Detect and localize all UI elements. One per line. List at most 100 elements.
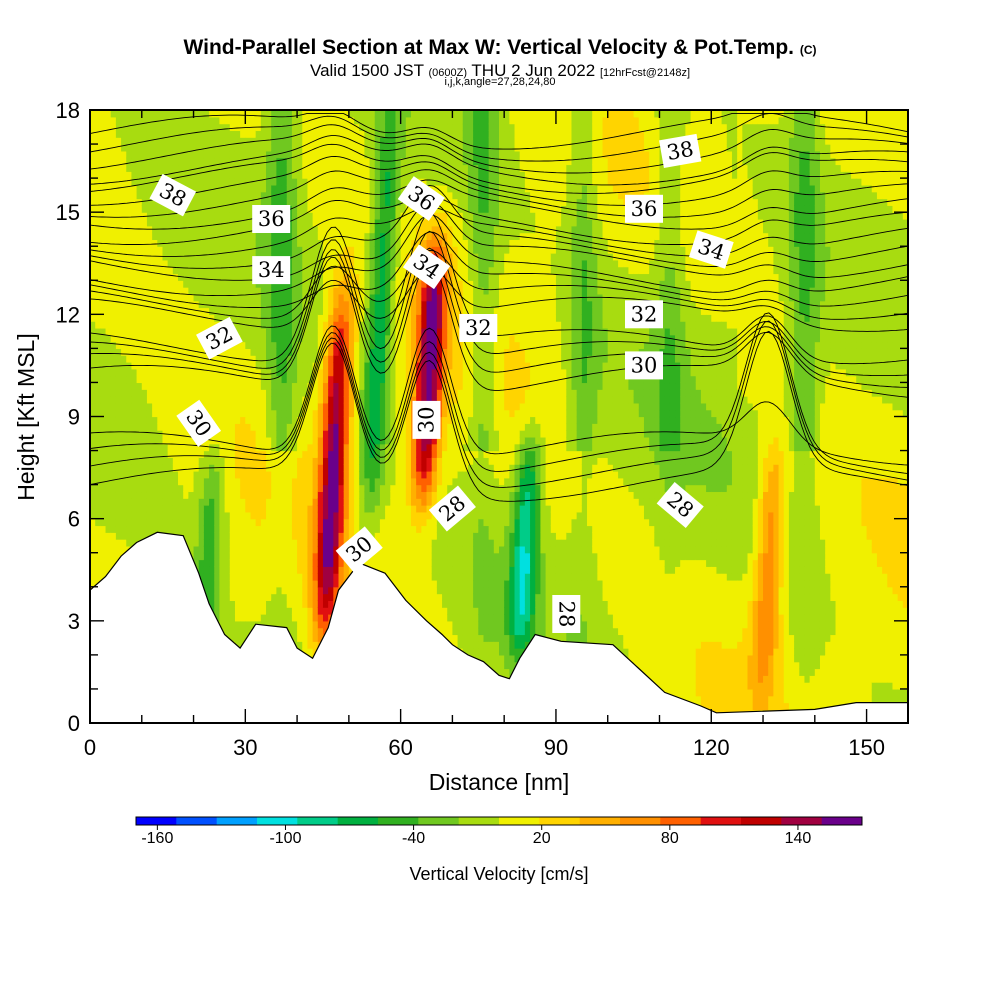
velocity-cell (374, 498, 381, 506)
velocity-cell (250, 552, 257, 561)
velocity-cell (234, 436, 241, 445)
velocity-cell (105, 137, 112, 145)
velocity-cell (240, 457, 246, 465)
velocity-cell (240, 191, 246, 200)
velocity-cell (219, 225, 226, 234)
velocity-cell (245, 232, 252, 241)
velocity-cell (312, 443, 319, 452)
velocity-cell (343, 259, 350, 268)
velocity-cell (95, 375, 101, 384)
velocity-cell (286, 239, 293, 247)
velocity-cell (281, 477, 288, 486)
velocity-cell (240, 607, 246, 615)
velocity-cell (338, 205, 345, 213)
velocity-cell (141, 273, 148, 281)
velocity-cell (162, 368, 169, 377)
velocity-cell (229, 123, 236, 132)
velocity-cell (245, 539, 252, 547)
velocity-cell (146, 123, 153, 132)
velocity-cell (255, 566, 262, 574)
velocity-cell (121, 505, 127, 513)
velocity-cell (110, 218, 117, 227)
velocity-cell (157, 436, 164, 445)
velocity-cell (203, 396, 210, 404)
velocity-cell (229, 130, 236, 138)
velocity-cell (338, 164, 345, 172)
velocity-cell (105, 212, 112, 220)
velocity-cell (245, 491, 252, 499)
velocity-cell (152, 402, 158, 411)
velocity-cell (183, 123, 189, 132)
velocity-cell (354, 239, 360, 247)
velocity-cell (152, 457, 158, 465)
velocity-cell (209, 273, 215, 281)
velocity-cell (369, 436, 376, 445)
velocity-cell (333, 273, 340, 281)
velocity-cell (302, 273, 309, 281)
velocity-cell (343, 341, 350, 349)
velocity-cell (291, 178, 298, 186)
velocity-cell (198, 157, 205, 166)
velocity-cell (121, 280, 127, 288)
velocity-cell (255, 402, 262, 411)
velocity-cell (203, 375, 210, 384)
velocity-cell (100, 443, 107, 452)
velocity-cell (317, 396, 324, 404)
velocity-cell (126, 246, 133, 254)
velocity-cell (245, 518, 252, 527)
velocity-cell (271, 464, 277, 472)
velocity-cell (214, 293, 221, 302)
velocity-cell (281, 600, 288, 608)
velocity-cell (343, 470, 350, 479)
velocity-cell (240, 423, 246, 431)
velocity-cell (343, 164, 350, 172)
velocity-cell (333, 409, 340, 418)
velocity-cell (348, 239, 355, 247)
velocity-cell (214, 355, 221, 363)
velocity-cell (348, 321, 355, 329)
velocity-cell (307, 464, 314, 472)
velocity-cell (271, 232, 277, 241)
velocity-cell (276, 586, 283, 595)
velocity-cell (178, 212, 184, 220)
velocity-cell (307, 164, 314, 172)
velocity-cell (291, 157, 298, 166)
velocity-cell (146, 130, 153, 138)
velocity-cell (250, 614, 257, 622)
velocity-cell (302, 505, 309, 513)
velocity-cell (328, 341, 334, 349)
velocity-cell (229, 436, 236, 445)
velocity-cell (157, 491, 164, 499)
velocity-cell (245, 266, 252, 275)
velocity-cell (90, 321, 96, 329)
velocity-cell (90, 116, 96, 125)
velocity-cell (348, 505, 355, 513)
velocity-cell (141, 327, 148, 336)
velocity-cell (136, 375, 143, 384)
velocity-cell (198, 511, 205, 520)
velocity-cell (188, 293, 195, 302)
velocity-cell (95, 355, 101, 363)
velocity-cell (183, 321, 189, 329)
velocity-cell (167, 321, 174, 329)
velocity-cell (121, 171, 127, 179)
velocity-cell (229, 314, 236, 322)
velocity-cell (317, 300, 324, 309)
velocity-cell (343, 518, 350, 527)
velocity-cell (141, 505, 148, 513)
velocity-cell (322, 600, 329, 608)
velocity-cell (131, 334, 138, 343)
velocity-cell (333, 505, 340, 513)
velocity-cell (115, 293, 122, 302)
velocity-cell (167, 171, 174, 179)
velocity-cell (172, 443, 179, 452)
velocity-cell (172, 164, 179, 172)
velocity-cell (224, 314, 231, 322)
velocity-cell (276, 416, 283, 424)
velocity-cell (115, 396, 122, 404)
velocity-cell (167, 368, 174, 377)
velocity-cell (105, 416, 112, 424)
velocity-cell (146, 273, 153, 281)
velocity-cell (229, 348, 236, 356)
velocity-cell (291, 287, 298, 295)
